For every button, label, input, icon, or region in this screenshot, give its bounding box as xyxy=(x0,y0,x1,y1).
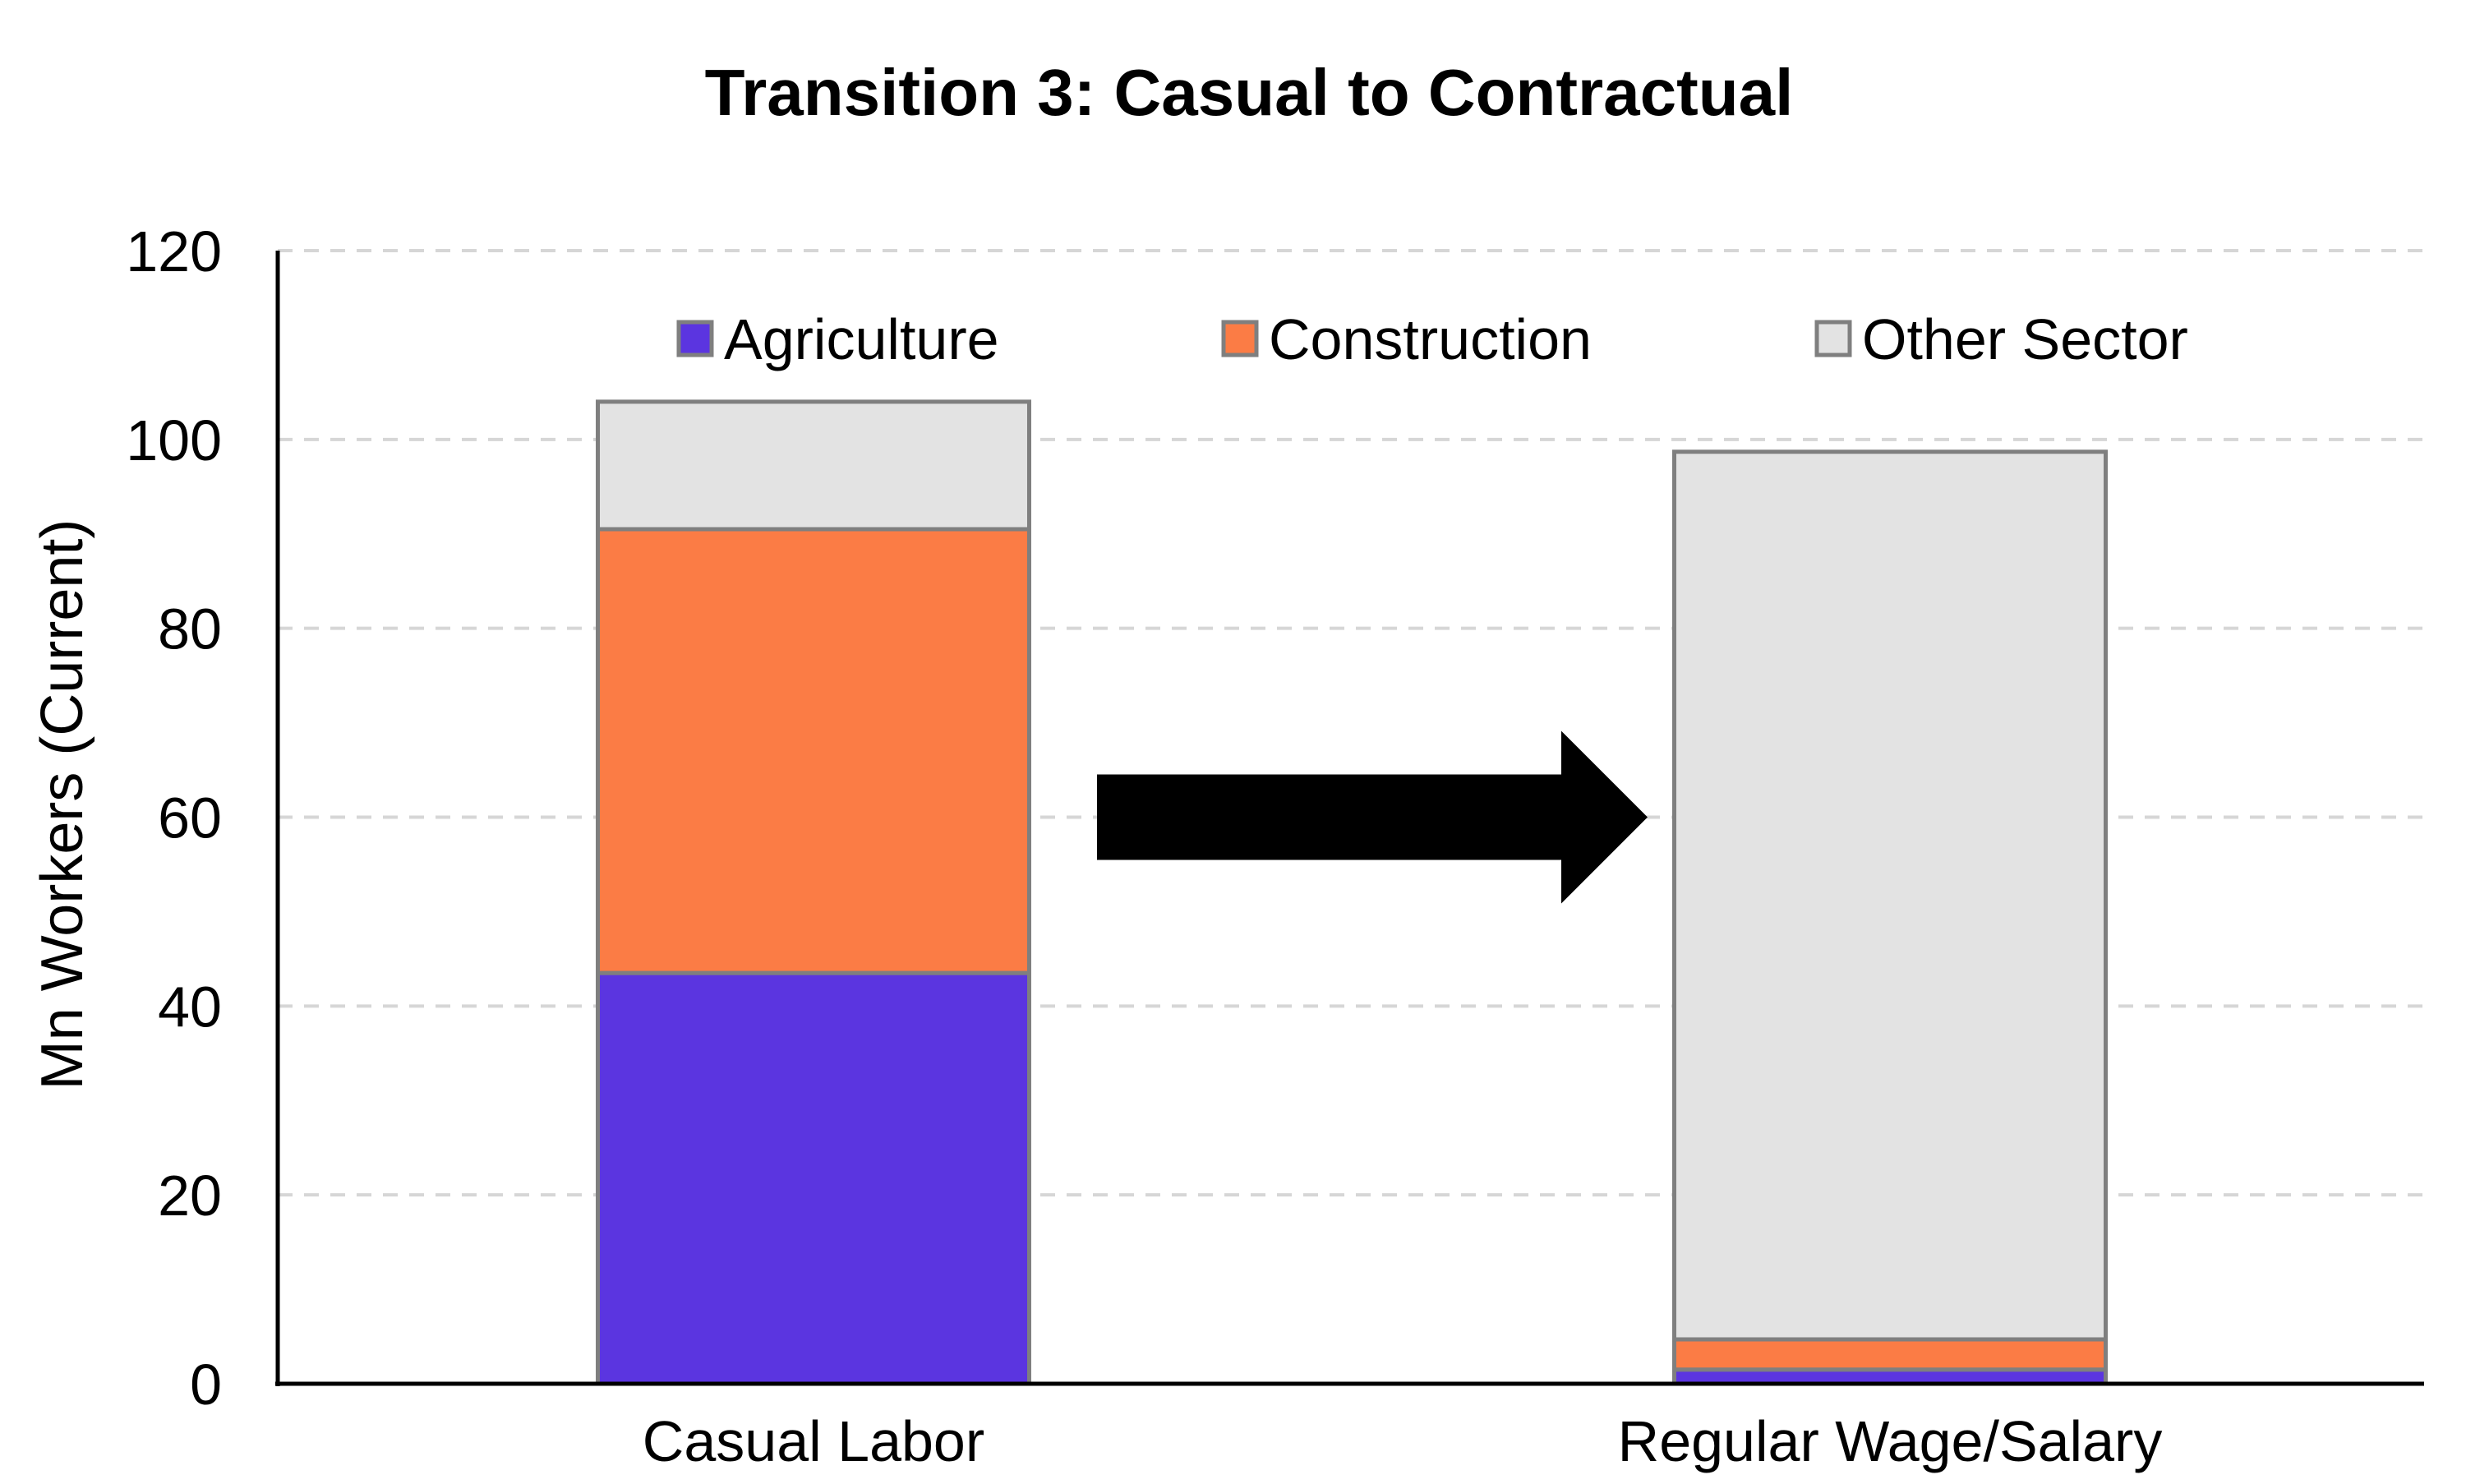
chart-title: Transition 3: Casual to Contractual xyxy=(705,56,1794,129)
bar-segment-other-sector-1 xyxy=(1672,449,2108,1342)
y-tick-label: 100 xyxy=(126,408,222,472)
y-tick-label: 80 xyxy=(158,597,222,661)
legend: Agriculture Construction Other Sector xyxy=(676,307,2188,371)
x-category-label: Casual Labor xyxy=(643,1409,984,1473)
legend-label: Other Sector xyxy=(1862,307,2188,371)
bars xyxy=(596,399,2108,1386)
bar-segment-construction-0 xyxy=(596,527,1031,975)
annotations xyxy=(1097,730,1648,904)
y-tick-label: 60 xyxy=(158,786,222,850)
y-tick-label: 120 xyxy=(126,219,222,283)
legend-swatch xyxy=(1221,320,1259,357)
bar-segment-agriculture-1 xyxy=(1672,1367,2108,1386)
y-tick-labels: 0 20 40 60 80 100 120 xyxy=(126,219,222,1417)
y-tick-label: 40 xyxy=(158,975,222,1039)
legend-swatch xyxy=(1814,320,1852,357)
axes xyxy=(275,251,2424,1386)
bar-segment-agriculture-0 xyxy=(596,970,1031,1386)
y-axis-label: Mn Workers (Current) xyxy=(30,519,95,1090)
bar-segment-construction-1 xyxy=(1672,1337,2108,1372)
x-category-label: Regular Wage/Salary xyxy=(1618,1409,2163,1473)
y-tick-label: 20 xyxy=(158,1164,222,1228)
y-tick-label: 0 xyxy=(190,1353,222,1417)
right-arrow-icon xyxy=(1097,730,1648,904)
legend-label: Construction xyxy=(1269,307,1592,371)
legend-label: Agriculture xyxy=(724,307,999,371)
x-category-labels: Casual Labor Regular Wage/Salary xyxy=(643,1409,2163,1473)
bar-segment-other-sector-0 xyxy=(596,399,1031,532)
legend-swatch xyxy=(676,320,714,357)
